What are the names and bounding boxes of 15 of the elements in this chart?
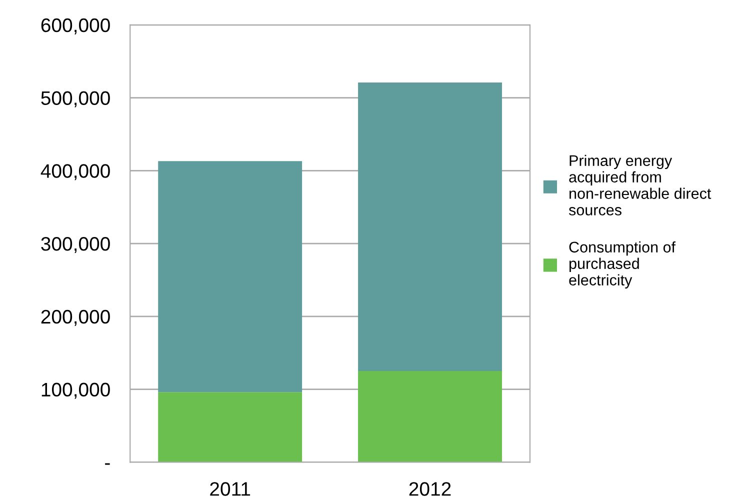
y-tick-label: -	[105, 463, 110, 465]
y-tick-label: 300,000	[41, 236, 110, 254]
y-tick-label: 500,000	[41, 91, 110, 108]
bar	[358, 82, 502, 372]
bar	[158, 161, 302, 392]
legend-label: Consumption of purchased electricity	[569, 241, 676, 288]
y-tick-label: 100,000	[42, 382, 110, 399]
y-tick-label: 600,000	[41, 18, 110, 34]
x-tick-label: 2011	[210, 482, 250, 496]
x-tick-label: 2012	[409, 482, 451, 496]
y-tick-label: 400,000	[40, 164, 110, 180]
bar	[158, 392, 302, 462]
bar	[358, 371, 502, 462]
legend-label: Primary energy acquired from non-renewable direct sources	[568, 154, 712, 216]
y-tick-label: 200,000	[41, 310, 110, 326]
